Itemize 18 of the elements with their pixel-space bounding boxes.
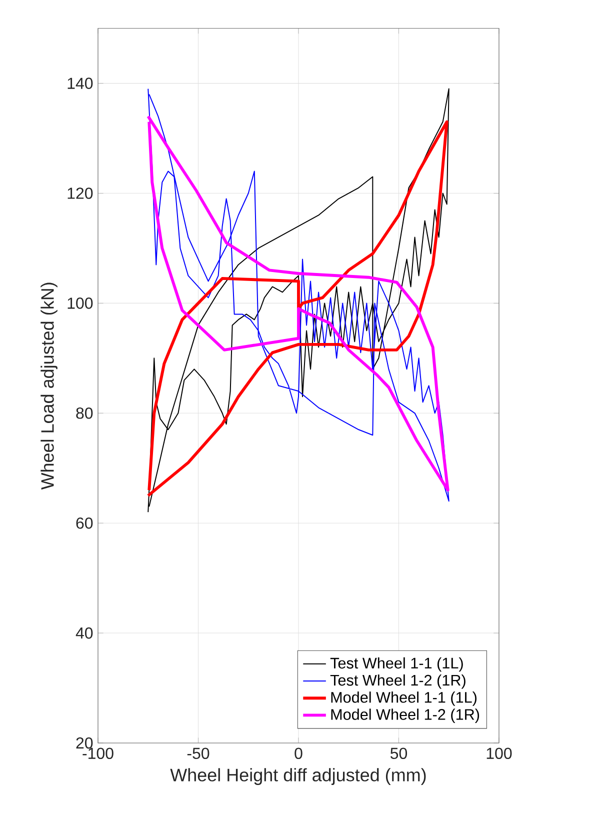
y-axis-title: Wheel Load adjusted (kN) <box>40 282 58 490</box>
x-tick-label: 0 <box>294 748 302 760</box>
y-tick-label: 120 <box>68 188 93 199</box>
y-tick-label: 20 <box>76 737 93 749</box>
x-tick-label: -100 <box>82 748 114 760</box>
x-tick-label: 100 <box>486 748 512 760</box>
legend-label: Test Wheel 1-1 (1L) <box>330 657 463 672</box>
legend-label: Test Wheel 1-2 (1R) <box>330 674 466 689</box>
x-tick-label: 50 <box>390 748 408 760</box>
y-tick-label: 40 <box>76 627 93 639</box>
x-axis-title: Wheel Height diff adjusted (mm) <box>170 768 426 785</box>
y-tick-label: 80 <box>76 407 93 419</box>
x-tick-label: -50 <box>187 748 210 760</box>
y-tick-label: 60 <box>76 517 93 529</box>
y-tick-label: 100 <box>68 298 93 309</box>
legend-label: Model Wheel 1-1 (1L) <box>331 692 476 706</box>
y-tick-label: 140 <box>68 78 93 89</box>
legend-label: Model Wheel 1-2 (1R) <box>331 708 480 723</box>
